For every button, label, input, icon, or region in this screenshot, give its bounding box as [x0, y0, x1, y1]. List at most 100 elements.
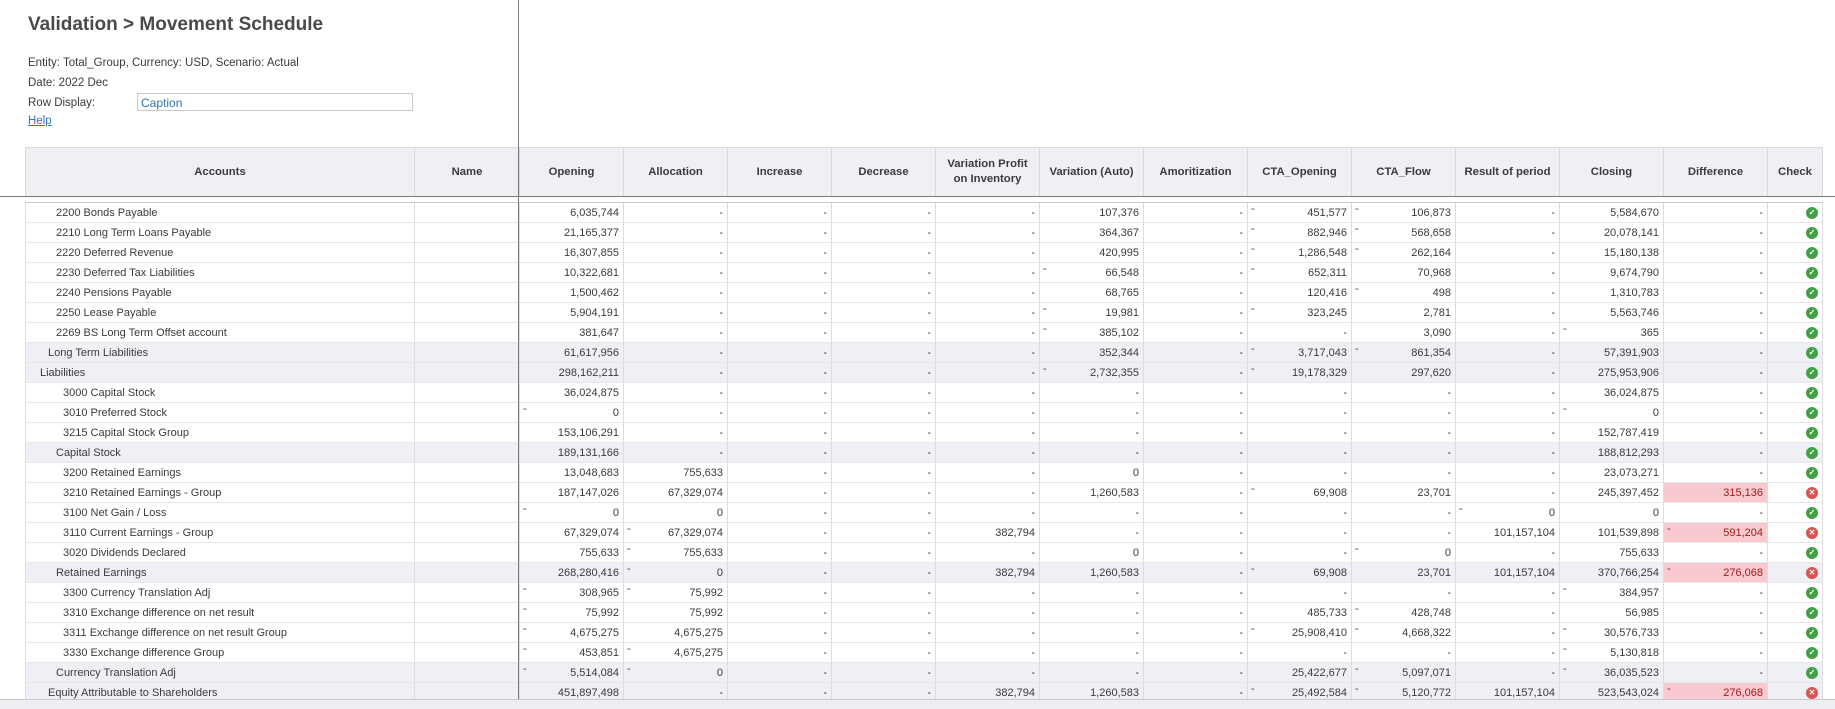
cell-amoritization[interactable]: -: [1143, 602, 1248, 623]
check-cell[interactable]: ✓: [1767, 622, 1823, 643]
cell-amoritization[interactable]: -: [1143, 202, 1248, 223]
cell-cta-flow[interactable]: -: [1351, 382, 1456, 403]
table-row[interactable]: Equity Attributable to Shareholders 451,8…: [25, 682, 1823, 703]
name-cell[interactable]: [414, 422, 520, 443]
cell-allocation[interactable]: -: [623, 262, 728, 283]
cell-opening[interactable]: -0: [519, 402, 624, 423]
cell-cta-opening[interactable]: -: [1247, 322, 1352, 343]
cell-result-of-period[interactable]: -: [1455, 542, 1560, 563]
name-cell[interactable]: [414, 622, 520, 643]
cell-closing[interactable]: - 30,576,733: [1559, 622, 1664, 643]
cell-difference[interactable]: 315,136: [1663, 482, 1768, 503]
cell-variation-profit[interactable]: 382,794: [935, 522, 1040, 543]
name-cell[interactable]: [414, 542, 520, 563]
cell-cta-opening[interactable]: -: [1247, 582, 1352, 603]
cell-amoritization[interactable]: -: [1143, 442, 1248, 463]
name-cell[interactable]: [414, 222, 520, 243]
col-header-accounts[interactable]: Accounts: [25, 147, 415, 196]
cell-result-of-period[interactable]: 101,157,104: [1455, 682, 1560, 703]
col-header-allocation[interactable]: Allocation: [623, 147, 728, 196]
col-header-result-of-period[interactable]: Result of period: [1455, 147, 1560, 196]
cell-result-of-period[interactable]: -: [1455, 582, 1560, 603]
cell-difference[interactable]: - 591,204: [1663, 522, 1768, 543]
cell-increase[interactable]: -: [727, 522, 832, 543]
cell-variation-profit[interactable]: -: [935, 622, 1040, 643]
cell-cta-opening[interactable]: 485,733: [1247, 602, 1352, 623]
cell-variation-profit[interactable]: -: [935, 602, 1040, 623]
name-cell[interactable]: [414, 402, 520, 423]
cell-decrease[interactable]: -: [831, 282, 936, 303]
cell-decrease[interactable]: -: [831, 202, 936, 223]
name-cell[interactable]: [414, 202, 520, 223]
account-cell[interactable]: 2250 Lease Payable: [25, 302, 415, 323]
cell-increase[interactable]: -: [727, 342, 832, 363]
cell-variation-profit[interactable]: -: [935, 662, 1040, 683]
check-cell[interactable]: ✓: [1767, 442, 1823, 463]
account-cell[interactable]: 3110 Current Earnings - Group: [25, 522, 415, 543]
cell-cta-flow[interactable]: - 106,873: [1351, 202, 1456, 223]
cell-cta-flow[interactable]: 2,781: [1351, 302, 1456, 323]
cell-difference[interactable]: -: [1663, 382, 1768, 403]
cell-increase[interactable]: -: [727, 202, 832, 223]
cell-opening[interactable]: 36,024,875: [519, 382, 624, 403]
cell-cta-flow[interactable]: - 861,354: [1351, 342, 1456, 363]
col-header-amoritization[interactable]: Amoritization: [1143, 147, 1248, 196]
cell-amoritization[interactable]: -: [1143, 402, 1248, 423]
account-cell[interactable]: 3300 Currency Translation Adj: [25, 582, 415, 603]
cell-closing[interactable]: 36,024,875: [1559, 382, 1664, 403]
cell-variation-auto[interactable]: -: [1039, 382, 1144, 403]
cell-amoritization[interactable]: -: [1143, 502, 1248, 523]
cell-amoritization[interactable]: -: [1143, 622, 1248, 643]
cell-difference[interactable]: -: [1663, 442, 1768, 463]
cell-difference[interactable]: - 276,068: [1663, 682, 1768, 703]
cell-increase[interactable]: -: [727, 422, 832, 443]
cell-difference[interactable]: -: [1663, 502, 1768, 523]
cell-cta-flow[interactable]: -: [1351, 582, 1456, 603]
cell-decrease[interactable]: -: [831, 302, 936, 323]
col-header-variation-auto[interactable]: Variation (Auto): [1039, 147, 1144, 196]
cell-opening[interactable]: 268,280,416: [519, 562, 624, 583]
cell-cta-opening[interactable]: -: [1247, 462, 1352, 483]
cell-variation-auto[interactable]: -: [1039, 442, 1144, 463]
cell-decrease[interactable]: -: [831, 222, 936, 243]
cell-variation-profit[interactable]: -: [935, 322, 1040, 343]
cell-allocation[interactable]: -: [623, 442, 728, 463]
cell-allocation[interactable]: -: [623, 682, 728, 703]
cell-cta-flow[interactable]: -: [1351, 642, 1456, 663]
account-cell[interactable]: 3010 Preferred Stock: [25, 402, 415, 423]
name-cell[interactable]: [414, 582, 520, 603]
account-cell[interactable]: Long Term Liabilities: [25, 342, 415, 363]
cell-variation-profit[interactable]: -: [935, 382, 1040, 403]
cell-result-of-period[interactable]: -: [1455, 242, 1560, 263]
cell-amoritization[interactable]: -: [1143, 662, 1248, 683]
cell-variation-profit[interactable]: 382,794: [935, 682, 1040, 703]
cell-difference[interactable]: - 276,068: [1663, 562, 1768, 583]
cell-difference[interactable]: -: [1663, 302, 1768, 323]
table-row[interactable]: 3200 Retained Earnings 13,048,683 755,633 -…: [25, 462, 1823, 483]
cell-opening[interactable]: 67,329,074: [519, 522, 624, 543]
cell-cta-flow[interactable]: - 5,097,071: [1351, 662, 1456, 683]
cell-result-of-period[interactable]: -: [1455, 222, 1560, 243]
cell-opening[interactable]: 16,307,855: [519, 242, 624, 263]
cell-increase[interactable]: -: [727, 682, 832, 703]
account-cell[interactable]: 3200 Retained Earnings: [25, 462, 415, 483]
cell-increase[interactable]: -: [727, 662, 832, 683]
cell-opening[interactable]: - 4,675,275: [519, 622, 624, 643]
cell-variation-auto[interactable]: 420,995: [1039, 242, 1144, 263]
cell-cta-flow[interactable]: -: [1351, 442, 1456, 463]
cell-result-of-period[interactable]: -: [1455, 462, 1560, 483]
cell-cta-flow[interactable]: - 428,748: [1351, 602, 1456, 623]
cell-cta-opening[interactable]: - 69,908: [1247, 562, 1352, 583]
cell-variation-profit[interactable]: -: [935, 422, 1040, 443]
cell-result-of-period[interactable]: 101,157,104: [1455, 522, 1560, 543]
cell-variation-auto[interactable]: -: [1039, 422, 1144, 443]
cell-variation-profit[interactable]: -: [935, 502, 1040, 523]
account-cell[interactable]: 3215 Capital Stock Group: [25, 422, 415, 443]
name-cell[interactable]: [414, 602, 520, 623]
cell-allocation[interactable]: -: [623, 362, 728, 383]
cell-opening[interactable]: 298,162,211: [519, 362, 624, 383]
account-cell[interactable]: 3000 Capital Stock: [25, 382, 415, 403]
cell-cta-flow[interactable]: - 262,164: [1351, 242, 1456, 263]
name-cell[interactable]: [414, 282, 520, 303]
cell-cta-opening[interactable]: - 451,577: [1247, 202, 1352, 223]
